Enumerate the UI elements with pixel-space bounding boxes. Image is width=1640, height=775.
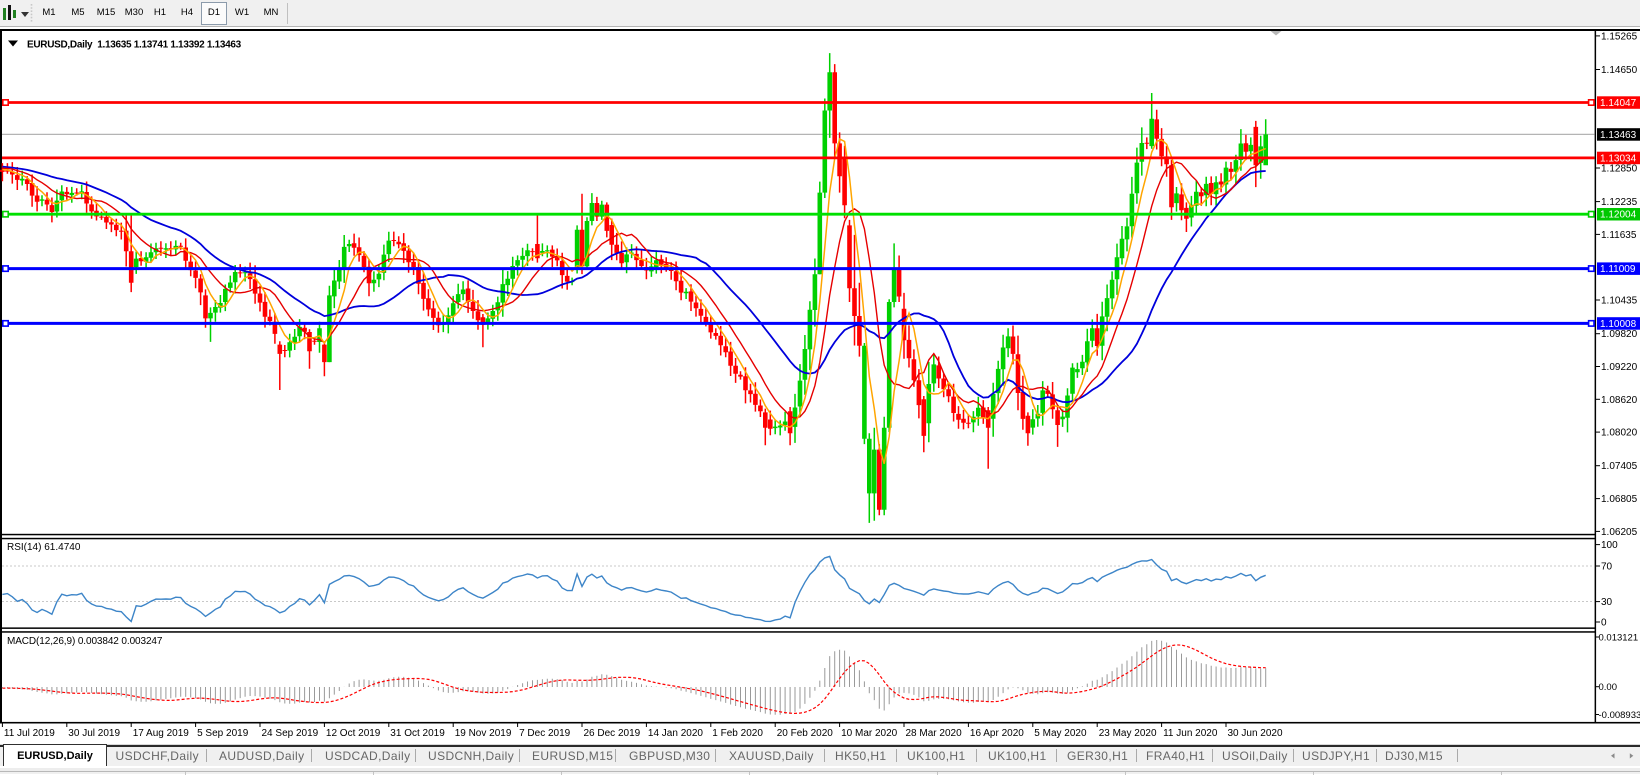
svg-text:0.013121: 0.013121 bbox=[1599, 633, 1639, 644]
svg-text:7 Dec 2019: 7 Dec 2019 bbox=[519, 728, 571, 739]
svg-text:1.11009: 1.11009 bbox=[1600, 264, 1636, 275]
svg-text:26 Dec 2019: 26 Dec 2019 bbox=[584, 728, 641, 739]
svg-text:30 Jun 2020: 30 Jun 2020 bbox=[1228, 728, 1283, 739]
svg-text:1.09820: 1.09820 bbox=[1601, 329, 1638, 340]
svg-text:1.11635: 1.11635 bbox=[1601, 230, 1637, 241]
svg-text:1.12235: 1.12235 bbox=[1601, 197, 1638, 208]
svg-text:1.06805: 1.06805 bbox=[1601, 494, 1638, 505]
svg-text:12 Oct 2019: 12 Oct 2019 bbox=[326, 728, 381, 739]
svg-text:1.13463: 1.13463 bbox=[1600, 130, 1637, 141]
svg-text:5 May 2020: 5 May 2020 bbox=[1034, 728, 1087, 739]
svg-text:24 Sep 2019: 24 Sep 2019 bbox=[262, 728, 319, 739]
svg-text:1.10008: 1.10008 bbox=[1600, 319, 1637, 330]
svg-text:MACD(12,26,9) 0.003842 0.00324: MACD(12,26,9) 0.003842 0.003247 bbox=[7, 636, 163, 647]
svg-text:14 Jan 2020: 14 Jan 2020 bbox=[648, 728, 703, 739]
svg-text:-0.008933: -0.008933 bbox=[1599, 710, 1640, 721]
svg-text:19 Nov 2019: 19 Nov 2019 bbox=[455, 728, 512, 739]
svg-text:16 Apr 2020: 16 Apr 2020 bbox=[970, 728, 1024, 739]
svg-text:20 Feb 2020: 20 Feb 2020 bbox=[777, 728, 834, 739]
svg-text:0.00: 0.00 bbox=[1599, 682, 1618, 693]
svg-text:1.09220: 1.09220 bbox=[1601, 362, 1638, 373]
svg-text:1.07405: 1.07405 bbox=[1601, 461, 1638, 472]
svg-text:1.08020: 1.08020 bbox=[1601, 428, 1638, 439]
svg-text:30 Jul 2019: 30 Jul 2019 bbox=[68, 728, 120, 739]
svg-text:1.14650: 1.14650 bbox=[1601, 65, 1638, 76]
svg-text:11 Jun 2020: 11 Jun 2020 bbox=[1163, 728, 1218, 739]
svg-text:10 Mar 2020: 10 Mar 2020 bbox=[841, 728, 898, 739]
svg-text:1.10435: 1.10435 bbox=[1601, 296, 1638, 307]
svg-text:28 Mar 2020: 28 Mar 2020 bbox=[906, 728, 963, 739]
svg-text:100: 100 bbox=[1601, 540, 1618, 551]
svg-text:0: 0 bbox=[1601, 618, 1607, 629]
svg-text:17 Aug 2019: 17 Aug 2019 bbox=[133, 728, 190, 739]
svg-text:1 Feb 2020: 1 Feb 2020 bbox=[712, 728, 763, 739]
svg-text:1.15265: 1.15265 bbox=[1601, 31, 1638, 42]
svg-text:23 May 2020: 23 May 2020 bbox=[1099, 728, 1157, 739]
svg-text:RSI(14) 61.4740: RSI(14) 61.4740 bbox=[7, 542, 81, 553]
svg-text:1.14047: 1.14047 bbox=[1600, 98, 1637, 109]
svg-text:1.08620: 1.08620 bbox=[1601, 395, 1638, 406]
svg-text:1.12004: 1.12004 bbox=[1600, 210, 1637, 221]
svg-text:5 Sep 2019: 5 Sep 2019 bbox=[197, 728, 249, 739]
svg-text:30: 30 bbox=[1601, 597, 1613, 608]
svg-text:1.12850: 1.12850 bbox=[1601, 164, 1638, 175]
svg-text:1.13034: 1.13034 bbox=[1600, 153, 1637, 164]
svg-text:11 Jul 2019: 11 Jul 2019 bbox=[4, 728, 55, 739]
svg-text:1.06205: 1.06205 bbox=[1601, 527, 1638, 538]
svg-text:70: 70 bbox=[1601, 562, 1613, 573]
svg-text:EURUSD,Daily 1.13635 1.13741: EURUSD,Daily 1.13635 1.13741 1.13392 1.1… bbox=[27, 40, 242, 51]
svg-text:31 Oct 2019: 31 Oct 2019 bbox=[390, 728, 445, 739]
